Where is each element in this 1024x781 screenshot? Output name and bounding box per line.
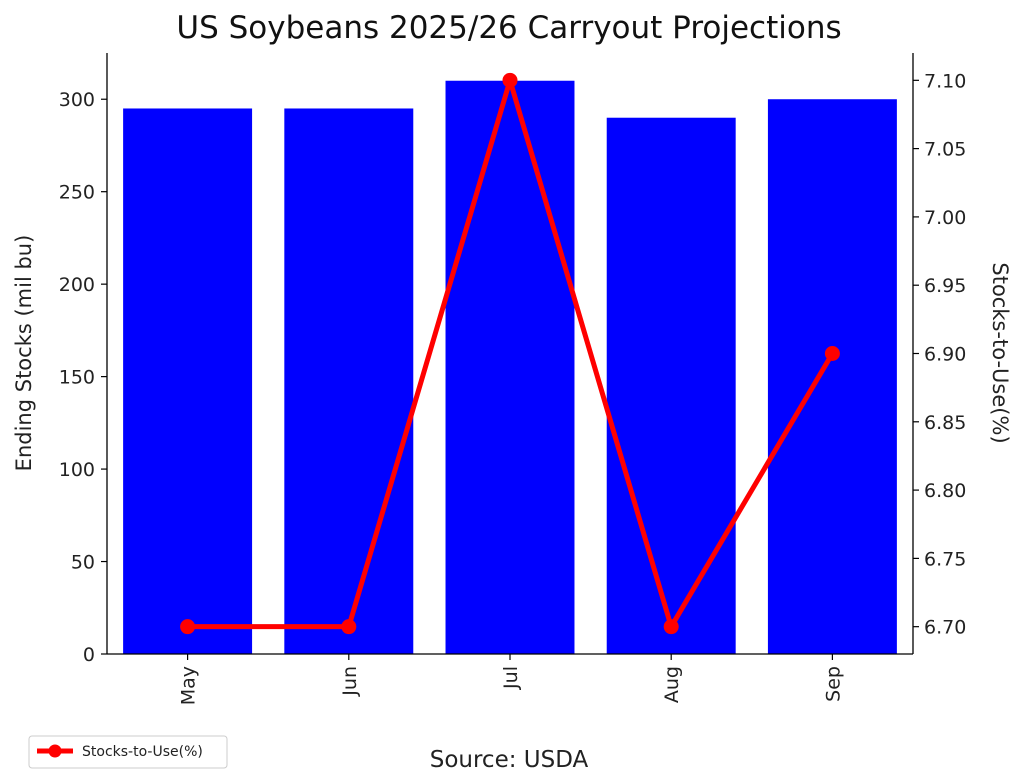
left-tick-label: 250 [59, 182, 95, 204]
left-tick-label: 300 [59, 89, 95, 111]
bar-jun [284, 108, 414, 654]
x-tick-label: May [178, 666, 200, 705]
right-tick-label: 7.10 [924, 70, 966, 92]
right-tick-label: 6.75 [924, 548, 966, 570]
right-tick-label: 6.85 [924, 412, 966, 434]
x-tick-label: Aug [661, 666, 683, 703]
left-tick-label: 200 [59, 274, 95, 296]
legend-label: Stocks-to-Use(%) [82, 744, 203, 760]
line-point-may [180, 619, 196, 635]
source-caption: Source: USDA [430, 747, 589, 773]
chart-title: US Soybeans 2025/26 Carryout Projections [176, 10, 841, 46]
right-tick-label: 7.00 [924, 207, 966, 229]
right-tick-label: 6.95 [924, 275, 966, 297]
legend-marker-swatch [48, 744, 62, 758]
line-layer [180, 72, 840, 635]
left-y-axis-title: Ending Stocks (mil bu) [12, 235, 36, 472]
right-tick-label: 6.90 [924, 344, 966, 366]
bar-may [123, 108, 253, 654]
bars-layer [123, 80, 897, 654]
bar-aug [606, 117, 736, 654]
x-tick-label: Sep [822, 666, 844, 702]
left-tick-label: 50 [71, 552, 95, 574]
line-point-jul [502, 72, 518, 88]
left-tick-label: 100 [59, 459, 95, 481]
line-point-aug [663, 619, 679, 635]
bar-jul [445, 80, 575, 654]
legend: Stocks-to-Use(%) [28, 735, 228, 769]
x-tick-label: Jun [339, 666, 361, 697]
axes-layer: 0 50 100 150 200 250 300 6.70 6.75 6.80 6.85 6.90 6.… [59, 53, 966, 705]
right-tick-label: 6.80 [924, 480, 966, 502]
right-tick-label: 7.05 [924, 139, 966, 161]
bar-sep [767, 99, 897, 654]
line-point-sep [824, 346, 840, 361]
x-tick-label: Jul [500, 666, 522, 690]
left-tick-label: 0 [83, 644, 95, 666]
legend-frame [28, 735, 228, 769]
right-tick-label: 6.70 [924, 617, 966, 639]
left-tick-label: 150 [59, 367, 95, 389]
right-y-axis-title: Stocks-to-Use(%) [988, 262, 1012, 443]
line-point-jun [341, 619, 357, 635]
